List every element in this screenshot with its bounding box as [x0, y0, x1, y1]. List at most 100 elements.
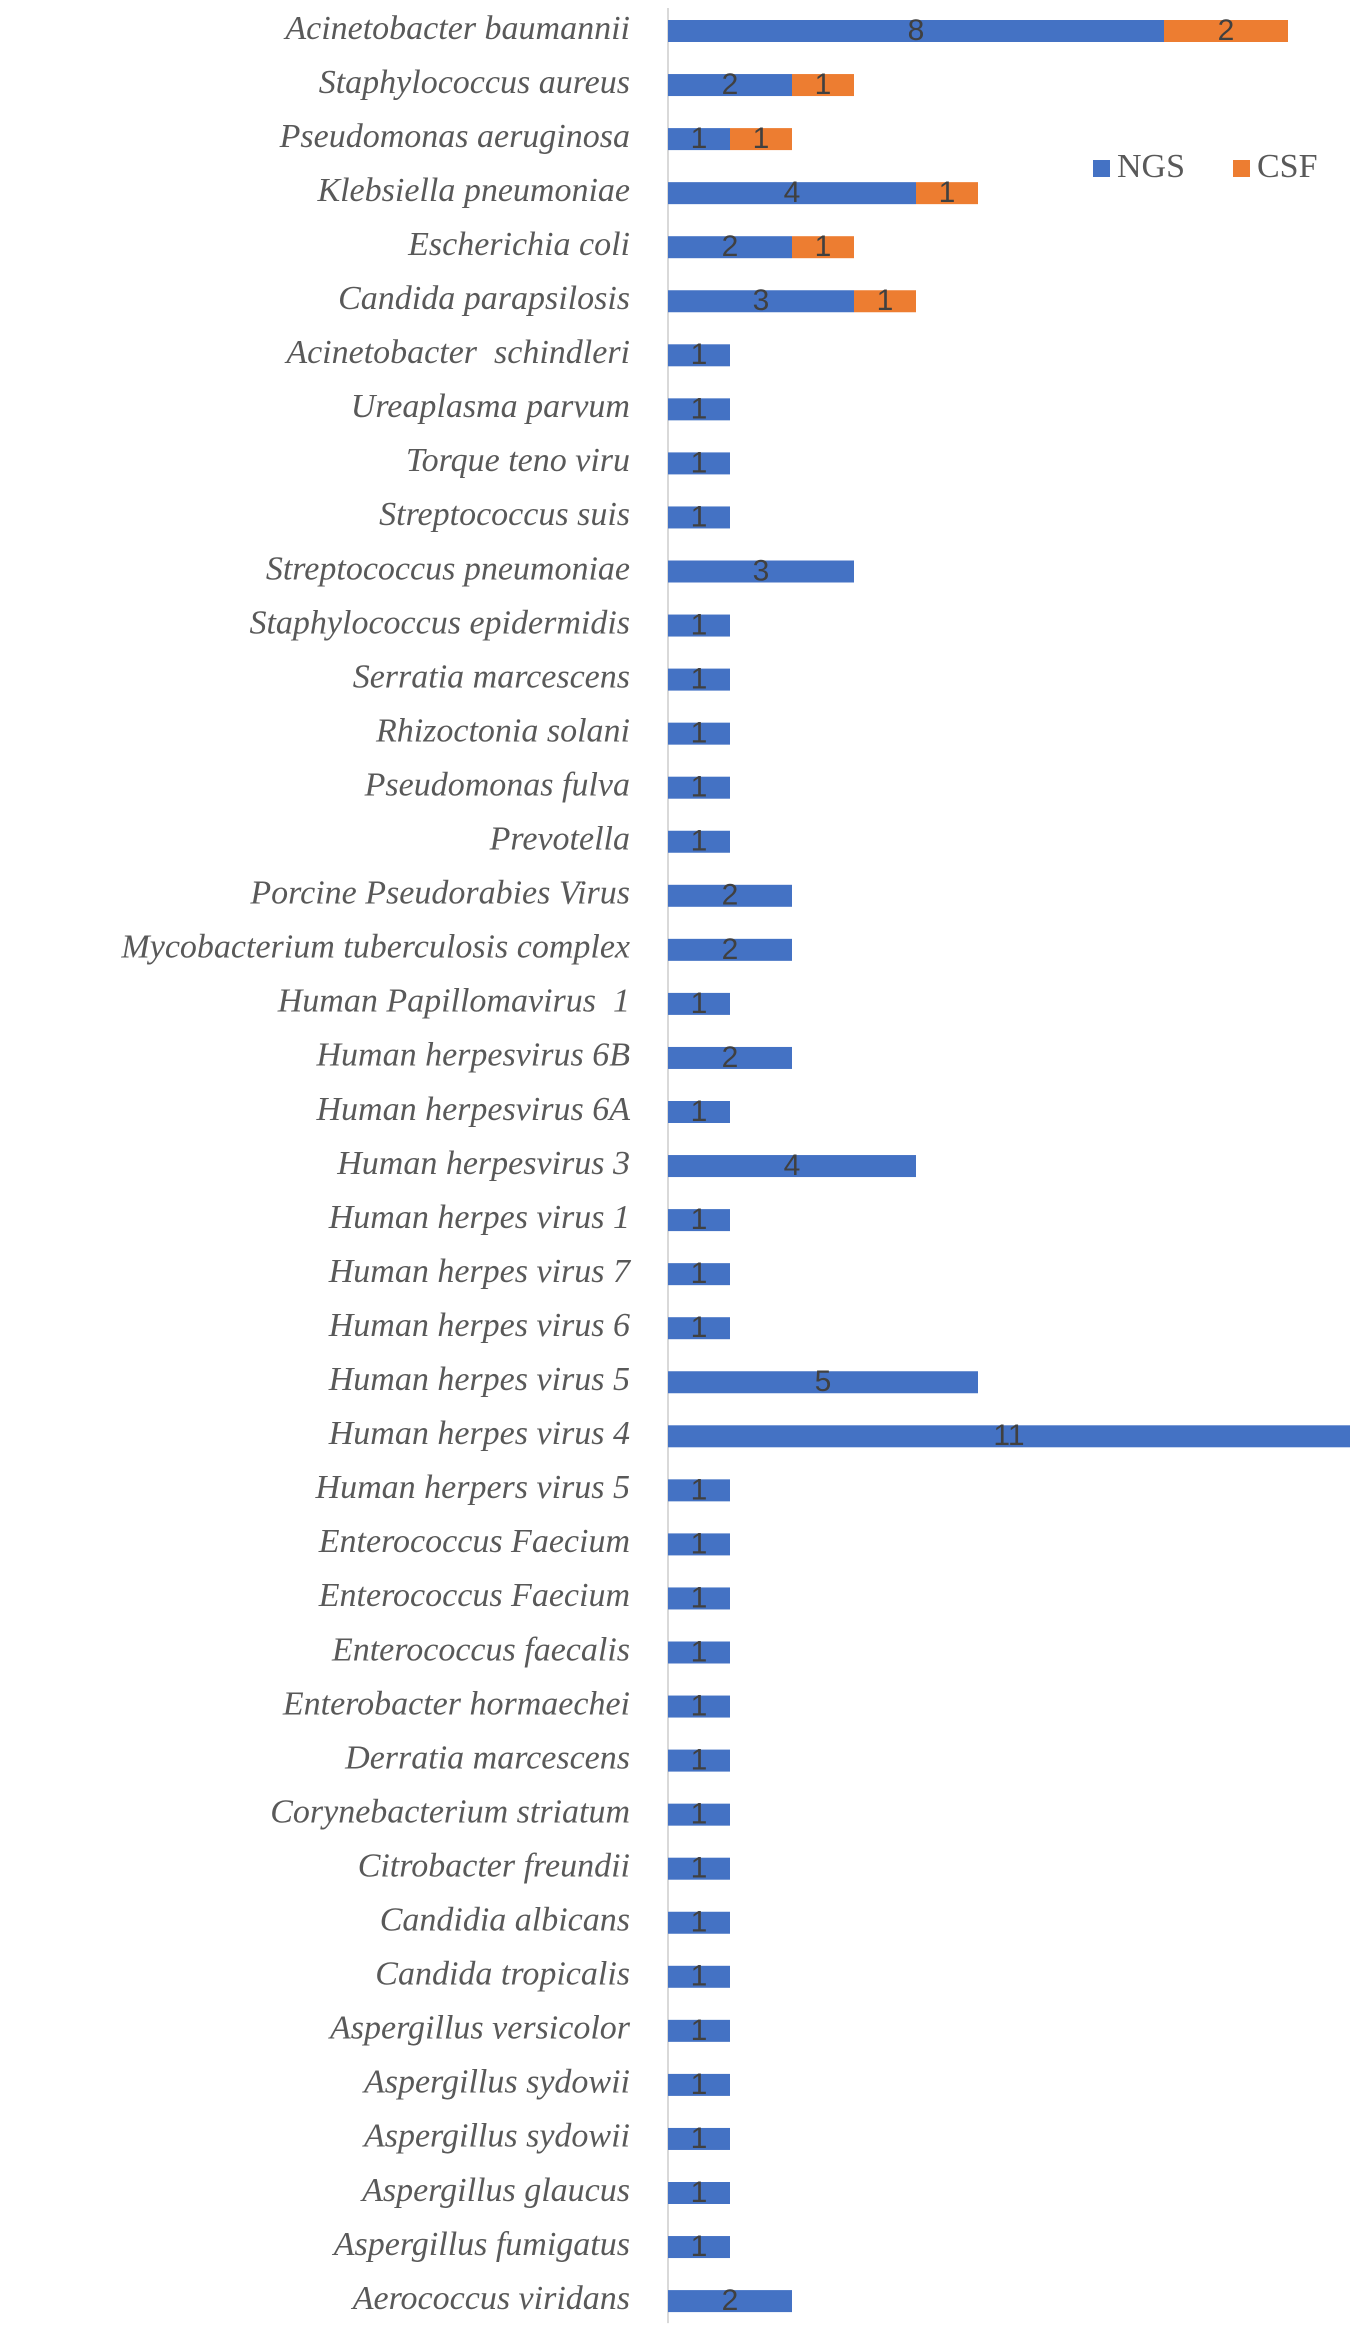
data-label-ngs-20: 1 — [691, 1095, 708, 1128]
data-label-ngs-40: 1 — [691, 2176, 708, 2209]
bar-ngs-34 — [668, 1857, 730, 1880]
category-label-pseudomonas-aeruginosa: Pseudomonas aeruginosa — [279, 118, 630, 155]
data-label-ngs-8: 1 — [691, 446, 708, 479]
bar-ngs-18 — [668, 992, 730, 1015]
legend: NGS CSF — [1093, 148, 1318, 185]
bar-ngs-38 — [668, 2073, 730, 2096]
data-label-ngs-9: 1 — [691, 500, 708, 533]
bar-ngs-15 — [668, 830, 730, 853]
bar-ngs-40 — [668, 2182, 730, 2204]
data-label-ngs-10: 3 — [753, 554, 770, 587]
category-label-acinetobacter-schindleri: Acinetobacter schindleri — [284, 334, 630, 371]
category-label-staphylococcus-epidermidis: Staphylococcus epidermidis — [249, 604, 630, 641]
category-label-aspergillus-sydowii: Aspergillus sydowii — [362, 2118, 630, 2155]
category-label-aerococcus-viridans: Aerococcus viridans — [351, 2280, 630, 2317]
bar-ngs-24 — [668, 1317, 730, 1340]
bars — [668, 20, 1350, 2313]
data-label-csf-1: 1 — [815, 68, 832, 101]
data-label-ngs-11: 1 — [691, 608, 708, 641]
data-label-ngs-23: 1 — [691, 1257, 708, 1290]
category-label-human-herpes-virus-6: Human herpes virus 6 — [328, 1307, 630, 1344]
bar-ngs-36 — [668, 1965, 730, 1988]
category-label-human-papillomavirus-1: Human Papillomavirus 1 — [277, 983, 630, 1020]
data-label-ngs-24: 1 — [691, 1311, 708, 1344]
category-label-ureaplasma-parvum: Ureaplasma parvum — [351, 388, 630, 425]
data-label-ngs-36: 1 — [691, 1960, 708, 1993]
bar-ngs-35 — [668, 1911, 730, 1934]
category-label-aspergillus-sydowii: Aspergillus sydowii — [362, 2064, 630, 2101]
bar-ngs-11 — [668, 614, 730, 637]
bar-ngs-28 — [668, 1533, 730, 1556]
bar-ngs-22 — [668, 1209, 730, 1232]
data-label-ngs-31: 1 — [691, 1689, 708, 1722]
data-label-ngs-39: 1 — [691, 2122, 708, 2155]
bar-ngs-19 — [668, 1046, 792, 1069]
bar-ngs-20 — [668, 1101, 730, 1123]
category-label-corynebacterium-striatum: Corynebacterium striatum — [270, 1793, 630, 1830]
data-label-ngs-17: 2 — [722, 933, 739, 966]
data-label-ngs-37: 1 — [691, 2014, 708, 2047]
data-label-ngs-41: 1 — [691, 2230, 708, 2263]
category-label-citrobacter-freundii: Citrobacter freundii — [358, 1847, 630, 1884]
bar-ngs-21 — [668, 1155, 916, 1178]
category-label-klebsiella-pneumoniae: Klebsiella pneumoniae — [316, 172, 630, 209]
data-label-ngs-19: 2 — [722, 1041, 739, 1074]
bar-ngs-12 — [668, 668, 730, 691]
category-label-enterobacter-hormaechei: Enterobacter hormaechei — [282, 1685, 630, 1722]
category-label-enterococcus-faecium: Enterococcus Faecium — [318, 1577, 630, 1614]
data-label-ngs-13: 1 — [691, 717, 708, 750]
data-label-ngs-0: 8 — [908, 14, 925, 47]
bar-csf-1 — [792, 74, 854, 97]
category-label-porcine-pseudorabies-virus: Porcine Pseudorabies Virus — [249, 875, 630, 912]
category-label-human-herpers-virus-5: Human herpers virus 5 — [315, 1469, 630, 1506]
data-label-ngs-18: 1 — [691, 987, 708, 1020]
data-label-ngs-5: 3 — [753, 284, 770, 317]
data-label-ngs-21: 4 — [784, 1149, 801, 1182]
category-label-aspergillus-versicolor: Aspergillus versicolor — [328, 2010, 631, 2047]
category-label-derratia-marcescens: Derratia marcescens — [344, 1739, 630, 1776]
category-label-serratia-marcescens: Serratia marcescens — [353, 658, 630, 695]
data-label-ngs-35: 1 — [691, 1906, 708, 1939]
category-label-streptococcus-pneumoniae: Streptococcus pneumoniae — [266, 550, 630, 587]
category-label-human-herpesvirus-6b: Human herpesvirus 6B — [315, 1037, 630, 1074]
data-label-ngs-2: 1 — [691, 122, 708, 155]
bar-csf-3 — [916, 182, 978, 205]
bar-ngs-13 — [668, 722, 730, 745]
data-label-ngs-22: 1 — [691, 1203, 708, 1236]
category-label-escherichia-coli: Escherichia coli — [407, 226, 630, 263]
data-label-ngs-29: 1 — [691, 1581, 708, 1614]
bar-ngs-4 — [668, 236, 792, 259]
bar-ngs-27 — [668, 1479, 730, 1502]
bar-ngs-39 — [668, 2127, 730, 2150]
bar-ngs-6 — [668, 344, 730, 367]
bar-ngs-3 — [668, 182, 916, 205]
bar-ngs-41 — [668, 2236, 730, 2259]
data-label-ngs-26: 11 — [993, 1419, 1024, 1452]
bar-ngs-2 — [668, 128, 730, 151]
bar-ngs-10 — [668, 560, 854, 583]
data-label-ngs-15: 1 — [691, 825, 708, 858]
category-label-candida-tropicalis: Candida tropicalis — [375, 1956, 630, 1993]
bar-ngs-14 — [668, 776, 730, 799]
data-label-ngs-4: 2 — [722, 230, 739, 263]
bar-csf-2 — [730, 128, 792, 151]
category-label-prevotella: Prevotella — [489, 821, 630, 858]
data-label-ngs-27: 1 — [691, 1473, 708, 1506]
category-label-human-herpes-virus-4: Human herpes virus 4 — [328, 1415, 630, 1452]
data-labels: 8 22 11 14 12 13 11111311111221214111511111111… — [691, 14, 1235, 2317]
data-label-ngs-7: 1 — [691, 392, 708, 425]
category-label-human-herpes-virus-1: Human herpes virus 1 — [328, 1199, 630, 1236]
data-label-ngs-16: 2 — [722, 879, 739, 912]
bar-ngs-32 — [668, 1749, 730, 1772]
bar-ngs-42 — [668, 2290, 792, 2313]
category-label-human-herpes-virus-5: Human herpes virus 5 — [328, 1361, 630, 1398]
category-label-mycobacterium-tuberculosis-complex: Mycobacterium tuberculosis complex — [120, 929, 630, 966]
data-label-csf-0: 2 — [1218, 14, 1235, 47]
category-label-pseudomonas-fulva: Pseudomonas fulva — [364, 766, 630, 803]
bar-csf-0 — [1164, 20, 1288, 42]
bar-ngs-25 — [668, 1371, 978, 1394]
category-label-streptococcus-suis: Streptococcus suis — [379, 496, 630, 533]
category-label-human-herpesvirus-3: Human herpesvirus 3 — [336, 1145, 630, 1182]
data-label-ngs-32: 1 — [691, 1744, 708, 1777]
